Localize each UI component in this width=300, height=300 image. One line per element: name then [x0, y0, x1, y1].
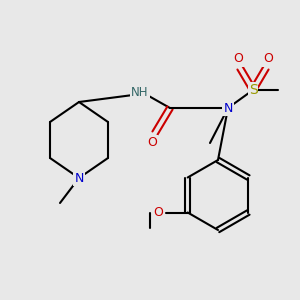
Text: NH: NH: [131, 86, 149, 100]
Text: O: O: [147, 136, 157, 148]
Text: O: O: [263, 52, 273, 65]
Text: O: O: [233, 52, 243, 65]
Text: O: O: [153, 206, 163, 219]
Text: S: S: [249, 83, 257, 97]
Text: N: N: [74, 172, 84, 184]
Text: N: N: [223, 101, 233, 115]
